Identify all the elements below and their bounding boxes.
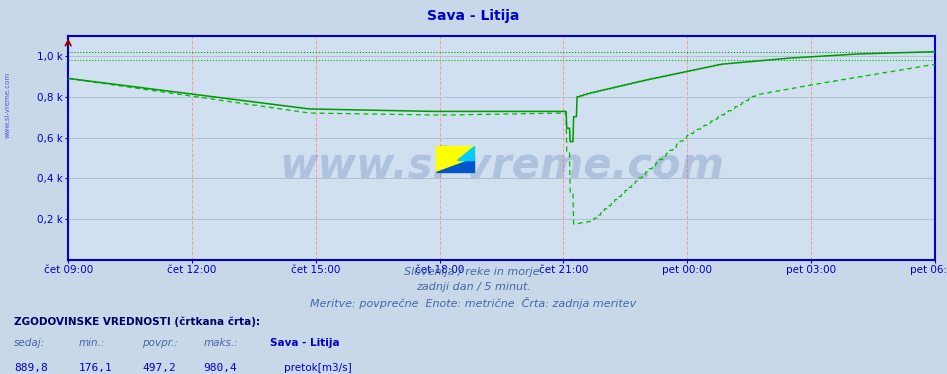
Text: www.si-vreme.com: www.si-vreme.com (5, 72, 10, 138)
Text: maks.:: maks.: (204, 338, 239, 349)
Text: ZGODOVINSKE VREDNOSTI (črtkana črta):: ZGODOVINSKE VREDNOSTI (črtkana črta): (14, 316, 260, 327)
Text: povpr.:: povpr.: (142, 338, 178, 349)
Text: 889,8: 889,8 (14, 363, 48, 373)
Text: 980,4: 980,4 (204, 363, 238, 373)
Text: Slovenija / reke in morje.: Slovenija / reke in morje. (404, 267, 543, 278)
Bar (437, 146, 474, 172)
Text: Sava - Litija: Sava - Litija (427, 9, 520, 23)
Polygon shape (456, 146, 474, 160)
Text: sedaj:: sedaj: (14, 338, 45, 349)
Text: 176,1: 176,1 (79, 363, 113, 373)
Text: Meritve: povprečne  Enote: metrične  Črta: zadnja meritev: Meritve: povprečne Enote: metrične Črta:… (311, 297, 636, 309)
Text: min.:: min.: (79, 338, 105, 349)
Text: zadnji dan / 5 minut.: zadnji dan / 5 minut. (416, 282, 531, 292)
Text: 497,2: 497,2 (142, 363, 176, 373)
Text: pretok[m3/s]: pretok[m3/s] (284, 363, 352, 373)
Text: www.si-vreme.com: www.si-vreme.com (279, 145, 724, 187)
Polygon shape (437, 157, 474, 172)
Text: Sava - Litija: Sava - Litija (270, 338, 340, 349)
